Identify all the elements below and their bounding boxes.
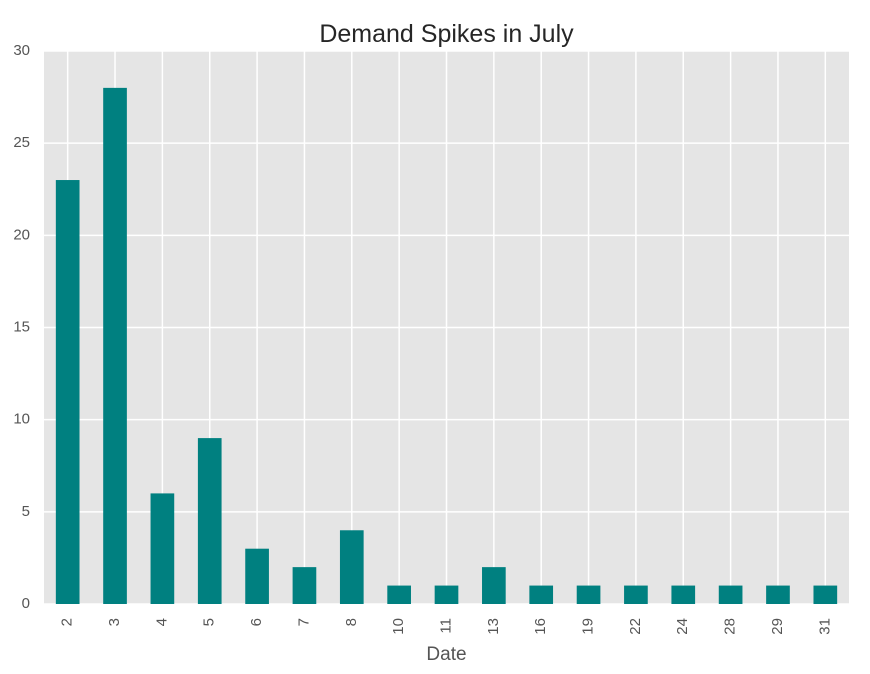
x-axis-tick-labels: 2 3 4 5 6 7 8 10 11 13 16 19 22 24 28 29 31 (59, 618, 834, 635)
x-tick-label: 16 (532, 618, 549, 635)
bar-6 (245, 548, 269, 604)
x-tick-label: 11 (437, 618, 454, 634)
bar-22 (624, 585, 648, 604)
chart-title: Demand Spikes in July (319, 20, 574, 48)
bar-5 (197, 438, 222, 604)
y-tick-label: 0 (22, 595, 30, 612)
bar-8 (339, 530, 364, 604)
x-tick-label: 6 (248, 618, 265, 626)
bar-28 (718, 585, 743, 604)
x-tick-label: 4 (153, 618, 170, 626)
bar-10 (387, 585, 411, 604)
x-tick-label: 10 (390, 618, 407, 635)
x-tick-label: 22 (627, 618, 644, 635)
y-tick-label: 20 (13, 226, 30, 243)
x-tick-label: 29 (769, 618, 786, 635)
y-tick-label: 30 (13, 42, 30, 59)
x-tick-label: 24 (674, 618, 691, 635)
bar-16 (529, 585, 554, 604)
y-tick-label: 15 (13, 318, 30, 335)
x-tick-label: 2 (59, 618, 76, 626)
bar-11 (434, 585, 459, 604)
bar-7 (292, 567, 317, 604)
x-tick-label: 13 (485, 618, 502, 635)
bar-19 (576, 585, 601, 604)
bar-2 (55, 180, 80, 605)
bar-24 (671, 585, 696, 604)
bar-31 (813, 585, 838, 604)
bar-4 (150, 493, 175, 604)
y-tick-label: 25 (13, 134, 30, 151)
x-tick-label: 5 (201, 618, 218, 626)
bar-13 (482, 567, 506, 604)
x-tick-label: 7 (295, 618, 312, 626)
x-tick-label: 28 (722, 618, 739, 635)
x-tick-label: 19 (580, 618, 597, 635)
x-axis-title: Date (426, 644, 466, 665)
y-tick-label: 5 (22, 503, 30, 520)
bars (55, 87, 838, 605)
x-tick-label: 3 (106, 618, 123, 626)
y-tick-label: 10 (13, 411, 30, 428)
bar-3 (103, 87, 127, 604)
bar-29 (766, 585, 790, 604)
y-axis-tick-labels: 0 5 10 15 20 25 30 (13, 42, 30, 612)
x-tick-label: 8 (343, 618, 360, 626)
x-tick-label: 31 (816, 618, 833, 635)
